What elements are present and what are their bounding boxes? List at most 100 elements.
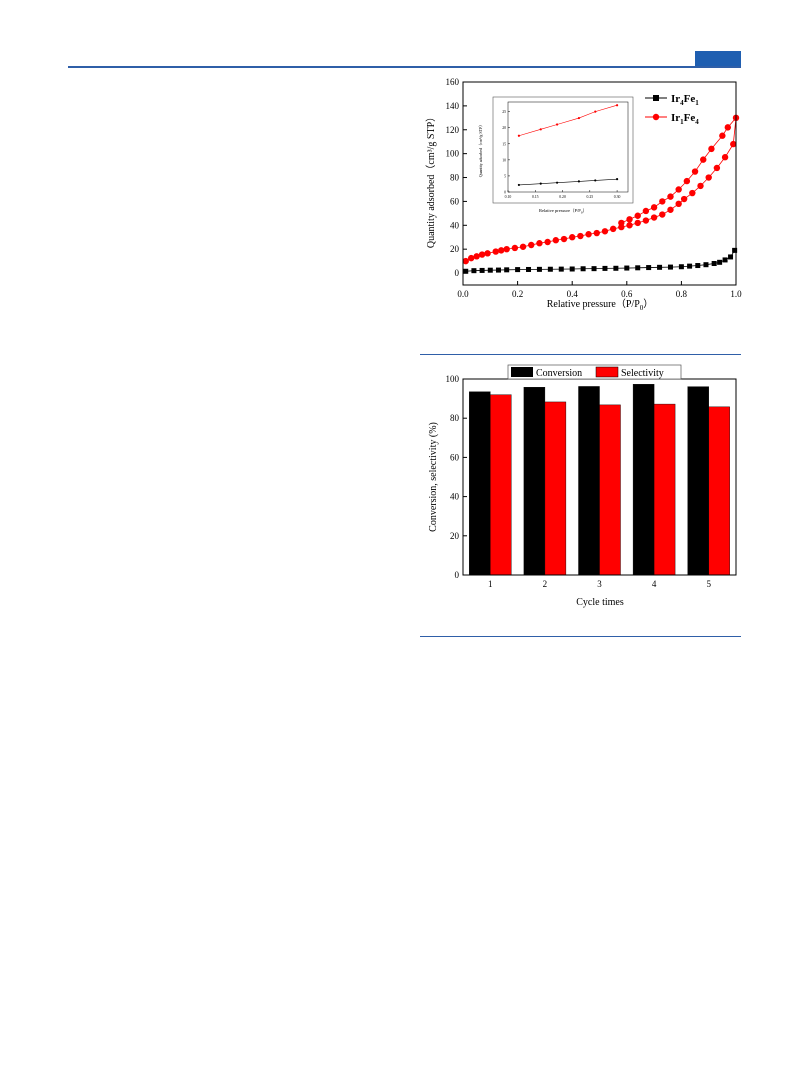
- legend-label-ir1fe4: Ir1Fe4: [671, 112, 699, 126]
- data-point-ir4fe1: [547, 266, 553, 272]
- data-point-ir1fe4: [683, 177, 691, 185]
- data-point-ir1fe4: [569, 234, 576, 241]
- data-point-ir1fe4: [659, 211, 666, 218]
- data-point-ir1fe4: [618, 219, 625, 227]
- data-point-ir1fe4: [708, 145, 715, 153]
- data-point-ir1fe4: [498, 247, 505, 254]
- legend-label-selectivity: Selectivity: [621, 368, 664, 379]
- data-point-ir4fe1: [646, 265, 652, 271]
- data-point-ir1fe4: [659, 198, 666, 205]
- inset-y-tick-label: 25: [502, 110, 506, 114]
- data-point-ir4fe1: [591, 266, 597, 272]
- chart1-x-axis-label: Relative pressure（P/P0）: [547, 298, 654, 312]
- data-point-ir4fe1: [613, 265, 619, 271]
- inset-point-ir1fe4: [594, 110, 597, 113]
- data-point-ir4fe1: [558, 266, 564, 272]
- data-point-ir4fe1: [703, 262, 709, 268]
- y-tick-label: 160: [446, 78, 460, 87]
- x-tick-label: 5: [706, 579, 711, 589]
- data-point-ir1fe4: [503, 245, 510, 253]
- chart1-legend: Ir4Fe1 Ir1Fe4: [645, 93, 699, 126]
- data-point-ir1fe4: [467, 254, 475, 262]
- data-point-ir1fe4: [519, 243, 527, 250]
- cycle-stability-bar-chart: 0 20 40 60 80 100 1 2 3 4 5 Cycle times Conversion…: [428, 364, 737, 608]
- bar-conversion: [469, 391, 491, 576]
- x-tick-label: 1: [488, 579, 493, 589]
- inset-line-ir1fe4: [518, 104, 618, 137]
- x-tick-label: 0.8: [676, 289, 688, 299]
- adsorption-isotherm-chart: 0.0 0.2 0.4 0.6 0.8 1.0020406080100120140160 …: [425, 78, 743, 312]
- inset-y-tick-label: 0: [504, 191, 506, 195]
- legend-swatch-selectivity: [595, 366, 619, 378]
- data-point-ir4fe1: [487, 267, 493, 273]
- data-point-ir4fe1: [463, 268, 469, 274]
- data-point-ir1fe4: [650, 214, 658, 221]
- data-point-ir4fe1: [667, 264, 673, 270]
- bar-conversion: [632, 384, 655, 576]
- data-point-ir1fe4: [609, 225, 617, 233]
- inset-x-axis-label: Relative pressure（P/P0）: [539, 208, 587, 215]
- data-point-ir1fe4: [634, 212, 641, 219]
- y-tick-label: 100: [446, 149, 460, 159]
- data-point-ir1fe4: [593, 229, 600, 237]
- data-point-ir1fe4: [705, 174, 712, 181]
- data-point-ir1fe4: [642, 207, 650, 215]
- y-tick-label: 20: [450, 531, 460, 541]
- inset-chart: 0.10 0.15 0.20 0.25 0.30 0 5 10 15 20 25 Relative …: [478, 96, 634, 215]
- data-point-ir4fe1: [569, 266, 575, 272]
- data-point-ir1fe4: [601, 228, 609, 235]
- x-tick-label: 3: [597, 579, 602, 589]
- inset-x-tick-label: 0.25: [586, 195, 593, 199]
- inset-frame: [492, 96, 634, 204]
- inset-line-ir4fe1: [518, 178, 618, 186]
- inset-x-tick-label: 0.30: [614, 195, 621, 199]
- chart1-y-axis-label: Quantity adsorbed（cm³/g STP）: [425, 112, 437, 248]
- data-point-ir4fe1: [515, 267, 521, 273]
- y-tick-label: 40: [450, 220, 460, 230]
- chart2-legend: Conversion Selectivity: [507, 364, 682, 380]
- data-point-ir1fe4: [552, 237, 560, 244]
- data-point-ir1fe4: [691, 168, 699, 175]
- data-point-ir1fe4: [730, 140, 737, 148]
- x-tick-label: 0.0: [457, 289, 469, 299]
- y-tick-label: 40: [450, 492, 460, 502]
- data-point-ir1fe4: [721, 154, 729, 161]
- data-point-ir1fe4: [713, 164, 721, 172]
- data-point-ir1fe4: [560, 235, 568, 243]
- inset-y-tick-label: 20: [502, 126, 506, 130]
- chart2-y-axis-label: Conversion, selectivity (%): [428, 422, 439, 532]
- data-point-ir1fe4: [536, 240, 543, 247]
- data-point-ir1fe4: [484, 250, 491, 257]
- x-tick-label: 1.0: [730, 289, 742, 299]
- figure-rule-top: [420, 354, 741, 355]
- data-point-ir4fe1: [624, 265, 630, 271]
- y-tick-label: 20: [450, 244, 460, 254]
- bar-selectivity: [490, 394, 512, 576]
- data-point-ir4fe1: [479, 267, 485, 273]
- y-tick-label: 0: [455, 570, 460, 580]
- data-point-ir1fe4: [511, 244, 519, 252]
- bar-conversion: [523, 387, 546, 576]
- legend-marker-ir1fe4: [652, 113, 660, 121]
- data-point-ir1fe4: [626, 222, 633, 229]
- inset-axes: 0.10 0.15 0.20 0.25 0.30 0 5 10 15 20 25: [502, 101, 629, 199]
- inset-point-ir4fe1: [577, 180, 581, 183]
- data-point-ir1fe4: [667, 206, 674, 213]
- inset-marks: [517, 104, 619, 187]
- data-point-ir4fe1: [732, 247, 738, 253]
- data-point-ir4fe1: [711, 261, 717, 267]
- data-point-ir1fe4: [492, 248, 499, 255]
- legend-label-conversion: Conversion: [536, 368, 582, 379]
- y-tick-label: 80: [450, 413, 460, 423]
- bar-selectivity: [544, 401, 567, 576]
- x-tick-label: 4: [652, 579, 657, 589]
- data-point-ir4fe1: [580, 266, 586, 272]
- inset-point-ir1fe4: [615, 104, 619, 107]
- data-point-ir1fe4: [675, 186, 682, 193]
- chart2-bars: [469, 384, 730, 576]
- y-tick-label: 80: [450, 173, 460, 183]
- header-rule: [68, 66, 741, 68]
- inset-point-ir4fe1: [594, 179, 597, 182]
- header-tab: [695, 51, 741, 66]
